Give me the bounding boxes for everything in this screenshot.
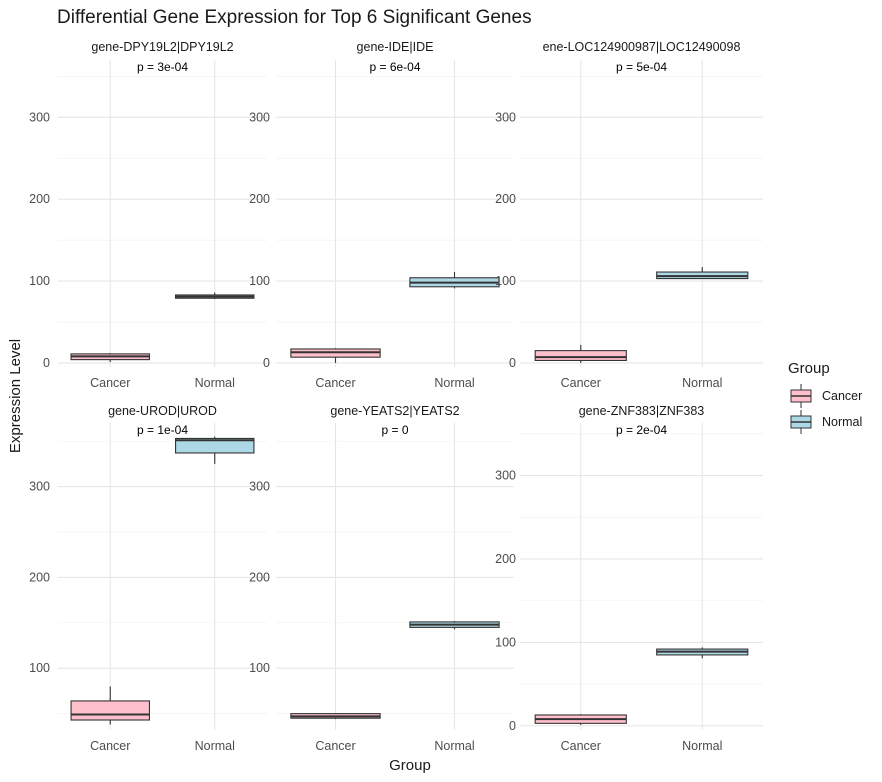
y-tick-label: 300: [249, 110, 270, 124]
p-value-label: p = 5e-04: [616, 60, 667, 74]
box-body: [175, 437, 255, 454]
x-tick-label: Normal: [434, 376, 474, 390]
y-tick-label: 300: [495, 110, 516, 124]
box-body: [534, 350, 627, 362]
box-cancer: [70, 353, 150, 363]
box-normal: [656, 267, 749, 280]
x-tick-label: Cancer: [561, 739, 601, 753]
box-normal: [175, 292, 255, 300]
legend: Group Cancer Normal: [788, 360, 862, 434]
x-axis-title: Group: [389, 757, 431, 774]
y-tick-label: 300: [495, 469, 516, 483]
y-tick-label: 200: [249, 192, 270, 206]
box-cancer: [534, 714, 627, 725]
x-tick-label: Normal: [195, 739, 235, 753]
y-tick-label: 200: [29, 192, 50, 206]
box-normal: [175, 436, 255, 464]
facet-panel: 0 100 200 300 Cancer Normal gene-ZNF383|ZNF383…: [495, 404, 763, 753]
y-tick-label: 100: [29, 661, 50, 675]
y-tick-label: 100: [249, 274, 270, 288]
box-normal: [409, 621, 500, 630]
box-cancer: [70, 686, 150, 725]
facet-panel: 100 200 300 Cancer Normal gene-UROD|UROD p = 1…: [29, 404, 267, 753]
p-value-label: p = 0: [381, 423, 408, 437]
facet-panel: 0 100 200 300 Cancer Normal gene-DPY19L2|DPY19…: [29, 40, 267, 390]
x-tick-label: Cancer: [90, 376, 130, 390]
y-tick-label: 0: [43, 356, 50, 370]
x-tick-label: Normal: [682, 739, 722, 753]
y-tick-label: 100: [495, 635, 516, 649]
x-tick-label: Cancer: [315, 376, 355, 390]
facet-strip-label: gene-IDE|IDE: [357, 40, 434, 54]
legend-item: Normal: [790, 410, 862, 434]
y-tick-label: 0: [509, 356, 516, 370]
facet-panels: 0 100 200 300 Cancer Normal gene-DPY19L2|DPY19…: [29, 40, 763, 753]
y-tick-label: 300: [29, 480, 50, 494]
y-tick-label: 300: [249, 480, 270, 494]
facet-strip-label: gene-YEATS2|YEATS2: [330, 404, 459, 418]
box-cancer: [290, 713, 381, 720]
y-tick-label: 200: [495, 192, 516, 206]
y-tick-label: 100: [495, 274, 516, 288]
x-tick-label: Normal: [195, 376, 235, 390]
y-tick-label: 300: [29, 110, 50, 124]
facet-strip-label: ene-LOC124900987|LOC12490098: [543, 40, 741, 54]
x-tick-label: Cancer: [90, 739, 130, 753]
p-value-label: p = 3e-04: [137, 60, 188, 74]
legend-title: Group: [788, 360, 830, 377]
x-tick-label: Normal: [434, 739, 474, 753]
y-tick-label: 0: [263, 356, 270, 370]
p-value-label: p = 2e-04: [616, 423, 667, 437]
facet-strip-label: gene-UROD|UROD: [108, 404, 217, 418]
facet-panel: 100 200 300 Cancer Normal gene-YEATS2|YEATS2 p…: [249, 404, 514, 753]
chart-title: Differential Gene Expression for Top 6 S…: [57, 7, 532, 28]
y-axis-title: Expression Level: [7, 339, 24, 453]
facet-strip-label: gene-ZNF383|ZNF383: [579, 404, 705, 418]
y-tick-label: 200: [29, 570, 50, 584]
box-body: [70, 700, 150, 721]
y-tick-label: 0: [509, 719, 516, 733]
facet-panel: 0 100 200 300 Cancer Normal gene-IDE|IDE p = 6e…: [249, 40, 514, 390]
facet-strip-label: gene-DPY19L2|DPY19L2: [91, 40, 233, 54]
legend-label: Normal: [822, 415, 862, 429]
p-value-label: p = 6e-04: [369, 60, 420, 74]
box-cancer: [534, 344, 627, 363]
box-cancer: [290, 348, 381, 363]
p-value-label: p = 1e-04: [137, 423, 188, 437]
box-normal: [409, 272, 500, 289]
facet-panel: 0 100 200 300 Cancer Normal ene-LOC124900987|L…: [495, 40, 763, 390]
y-tick-label: 200: [249, 570, 270, 584]
legend-item: Cancer: [790, 384, 862, 408]
box-normal: [656, 647, 749, 659]
x-tick-label: Cancer: [315, 739, 355, 753]
x-tick-label: Cancer: [561, 376, 601, 390]
legend-label: Cancer: [822, 389, 862, 403]
x-tick-label: Normal: [682, 376, 722, 390]
y-tick-label: 100: [249, 661, 270, 675]
y-tick-label: 100: [29, 274, 50, 288]
y-tick-label: 200: [495, 552, 516, 566]
